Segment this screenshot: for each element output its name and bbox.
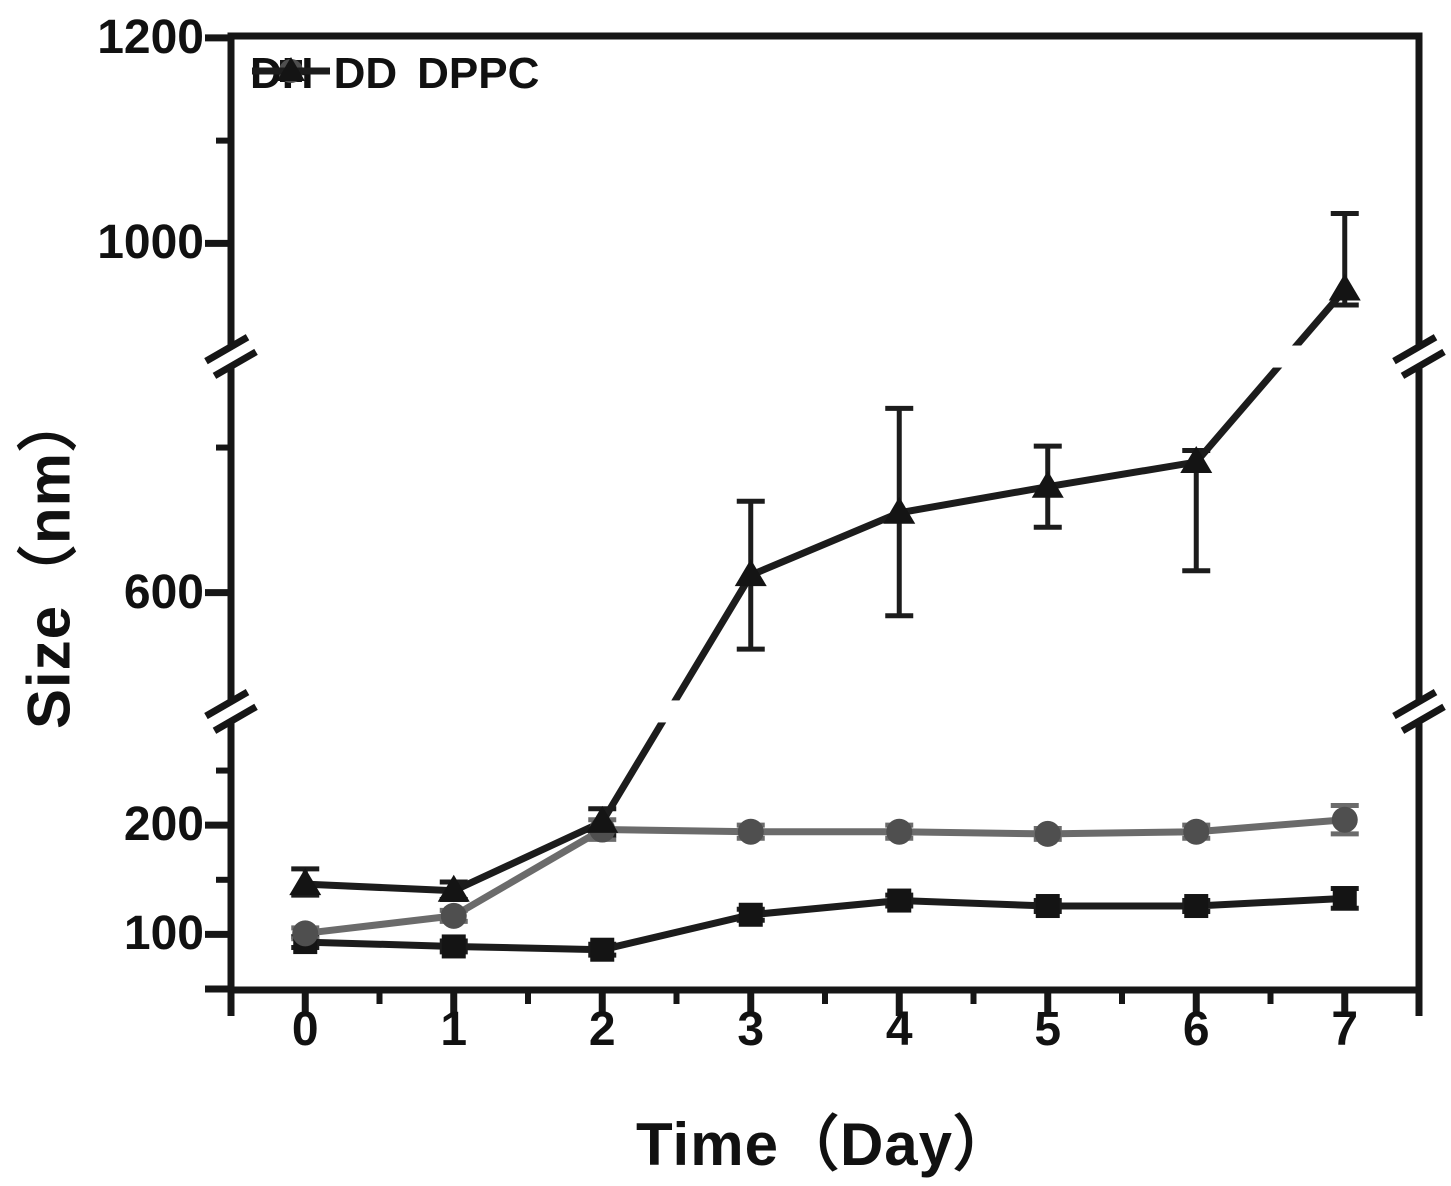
y-tick-label-200: 200 [123,798,204,852]
legend: DHDDDPPC [250,49,540,98]
y-tick-label-1000: 1000 [97,216,204,270]
line-DPPC [305,287,1348,895]
axis-break-glyphs [204,334,1446,734]
axis-break-glyph [1392,689,1446,734]
axis-frame [227,32,1423,994]
x-tick-label-3: 3 [737,1003,765,1056]
legend-label-dd: DD [333,49,398,98]
x-tick-label-2: 2 [588,1003,616,1056]
data-lines [304,287,1348,954]
x-tick-label-6: 6 [1182,1003,1210,1056]
x-tick-label-1: 1 [440,1003,468,1056]
axis-break-glyph [204,334,258,379]
line-DH [305,894,1345,954]
markers-DH [293,886,1357,962]
legend-swatch-triangle-icon [252,57,330,81]
x-tick-label-7: 7 [1331,1003,1359,1056]
x-axis-title: Time（Day） [635,1111,1015,1178]
break-band [236,700,1414,723]
y-tick-label-600: 600 [123,565,204,619]
y-axis-title: Size（nm） [15,390,83,730]
axis-break-glyph [204,689,258,734]
x-tick-label-4: 4 [885,1003,913,1056]
legend-item-dd: DD [252,49,398,98]
y-tick-label-100: 100 [123,907,204,961]
line-DD [304,816,1346,937]
x-tick-label-5: 5 [1034,1003,1062,1056]
axis-ticks [205,34,1423,1016]
legend-item-dppc: DPPC [252,49,540,98]
data-markers [289,273,1361,962]
x-tick-label-0: 0 [291,1003,319,1056]
y-tick-label-1200: 1200 [97,10,204,64]
legend-label-dppc: DPPC [417,49,540,98]
markers-DPPC [289,273,1361,902]
axis-break-glyph [1392,334,1446,379]
break-band [236,345,1414,368]
break-bands [236,345,1414,723]
markers-DD [292,806,1358,947]
error-bars-DPPC [291,211,1359,902]
